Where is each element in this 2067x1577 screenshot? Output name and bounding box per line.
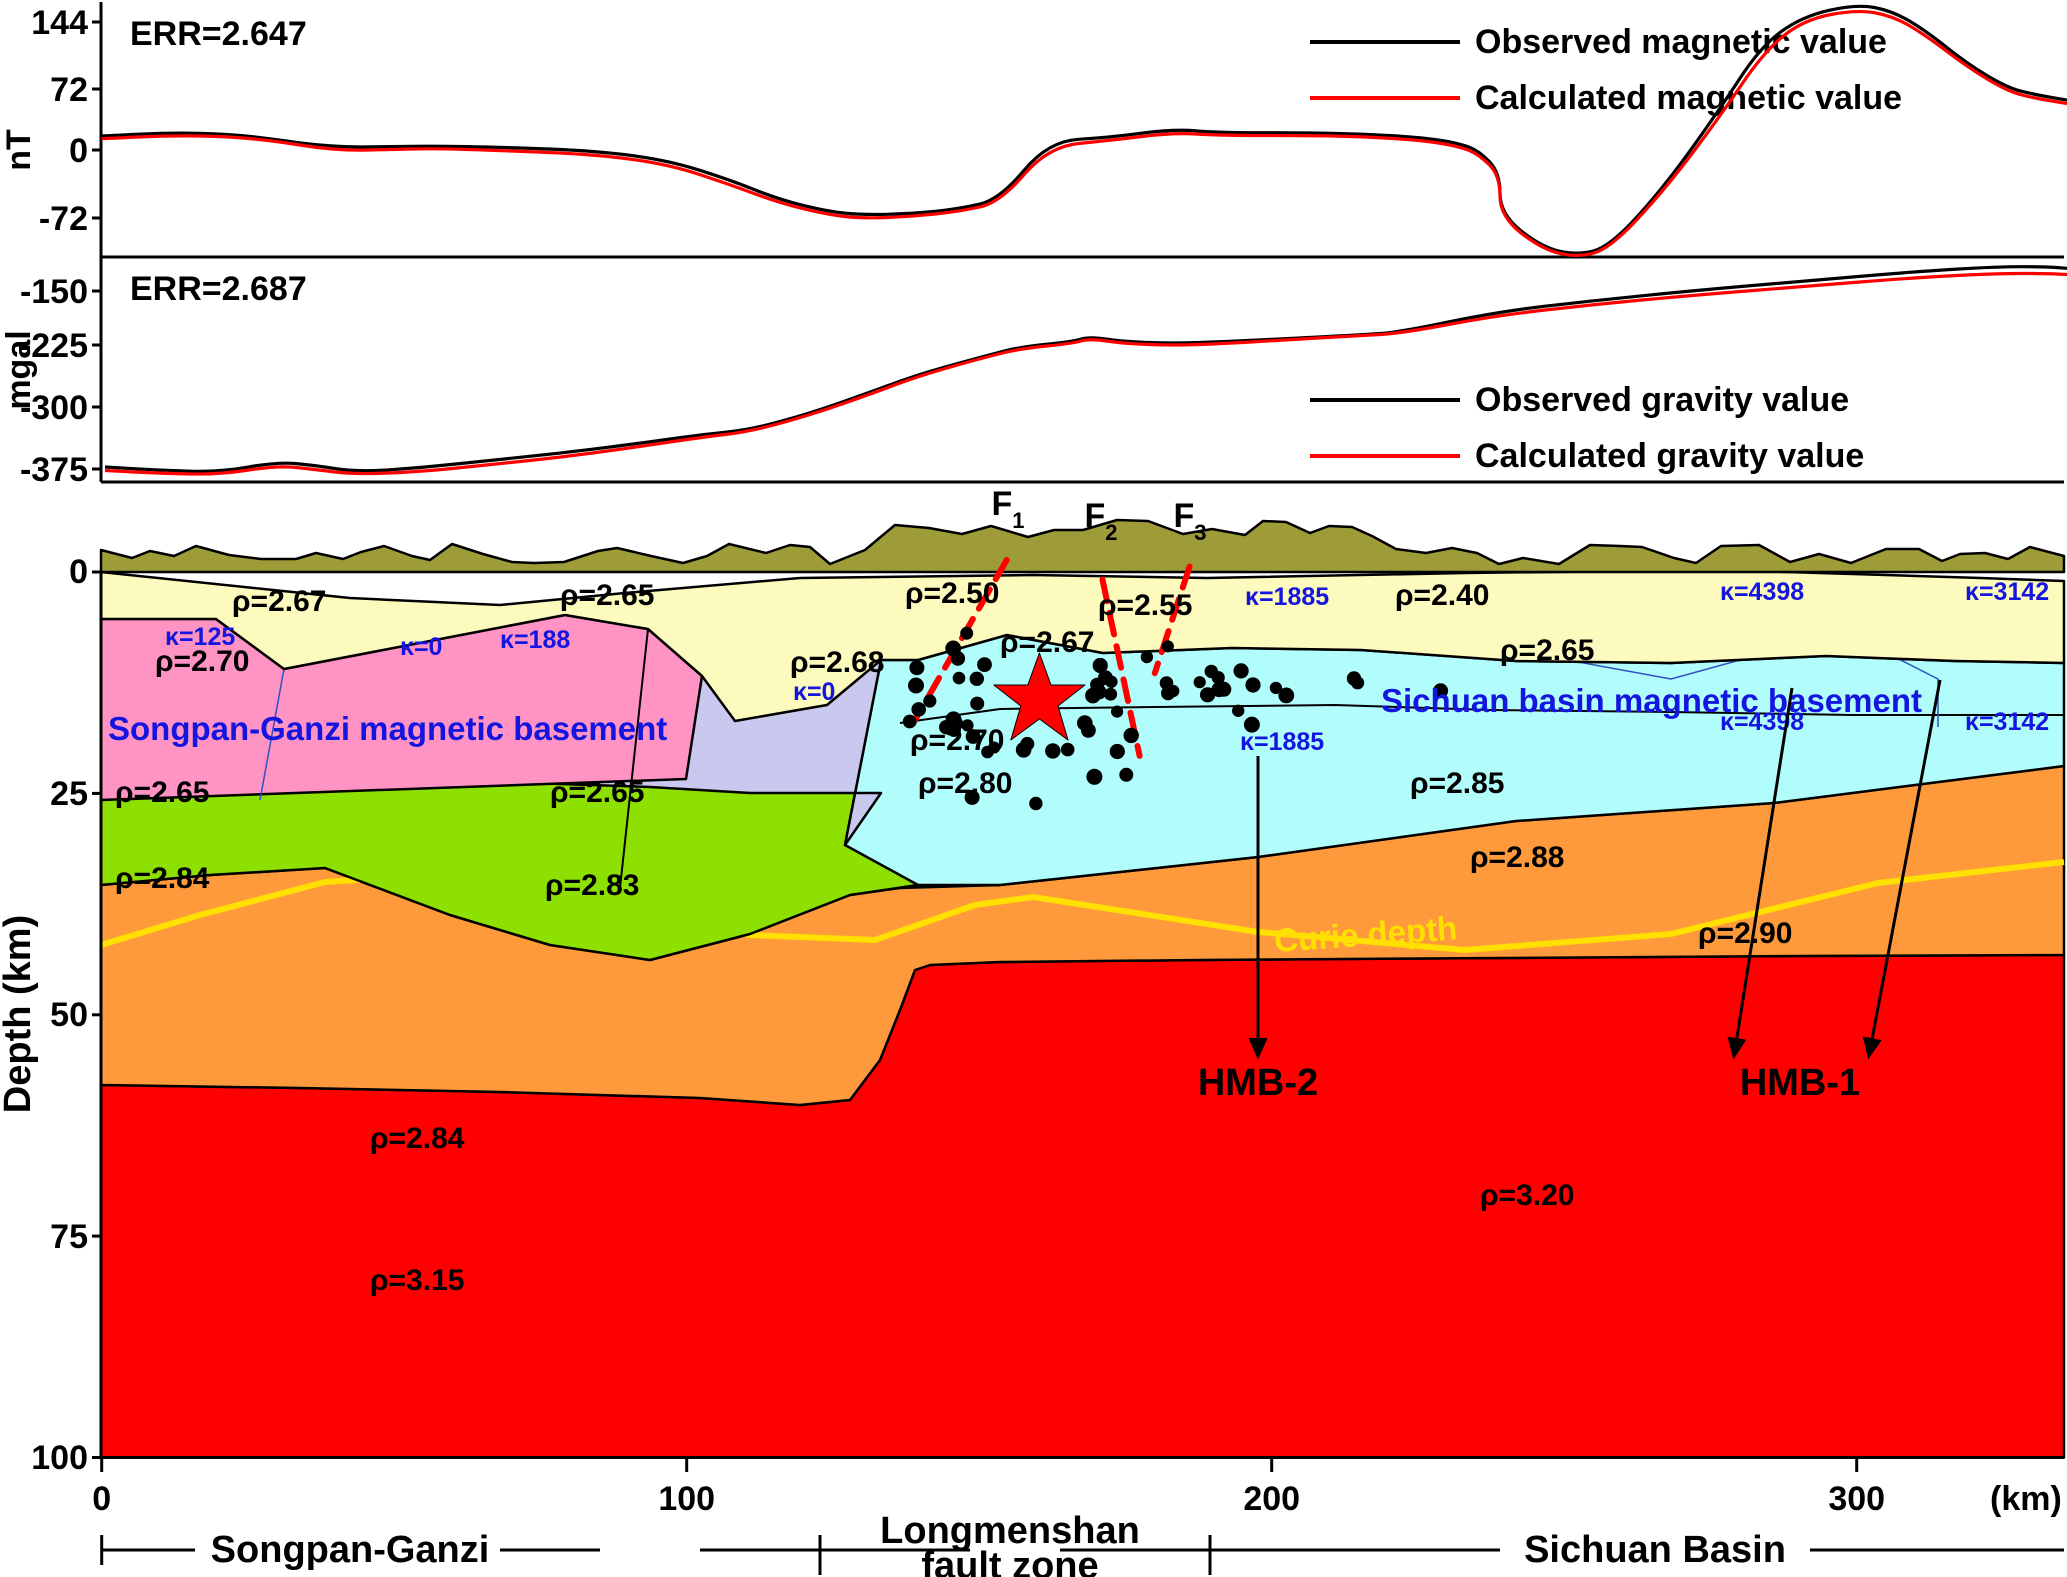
svg-text:ρ=2.65: ρ=2.65 [1500, 634, 1594, 667]
svg-text:fault zone: fault zone [921, 1545, 1098, 1577]
svg-text:72: 72 [50, 71, 88, 109]
svg-text:-375: -375 [20, 451, 88, 489]
svg-text:Sichuan Basin: Sichuan Basin [1524, 1529, 1786, 1571]
svg-text:300: 300 [1828, 1480, 1885, 1518]
svg-text:ρ=2.67: ρ=2.67 [232, 585, 326, 618]
svg-text:Calculated magnetic value: Calculated magnetic value [1475, 79, 1902, 117]
svg-text:-72: -72 [39, 200, 88, 238]
svg-text:ρ=2.65: ρ=2.65 [550, 776, 644, 809]
svg-text:100: 100 [658, 1480, 715, 1518]
svg-text:κ=0: κ=0 [793, 678, 835, 706]
svg-text:100: 100 [31, 1439, 88, 1477]
svg-text:Observed magnetic value: Observed magnetic value [1475, 23, 1887, 61]
svg-text:Observed gravity value: Observed gravity value [1475, 381, 1849, 419]
svg-text:HMB-1: HMB-1 [1740, 1062, 1860, 1104]
svg-text:ρ=2.65: ρ=2.65 [115, 776, 209, 809]
svg-text:κ=0: κ=0 [400, 633, 442, 661]
svg-text:ρ=2.40: ρ=2.40 [1395, 579, 1489, 612]
svg-text:ERR=2.647: ERR=2.647 [130, 15, 307, 53]
svg-text:ρ=2.55: ρ=2.55 [1098, 589, 1192, 622]
svg-text:144: 144 [31, 4, 88, 42]
svg-text:0: 0 [69, 553, 88, 591]
svg-text:ρ=2.68: ρ=2.68 [790, 646, 884, 679]
svg-text:ρ=2.65: ρ=2.65 [560, 579, 654, 612]
svg-text:-150: -150 [20, 273, 88, 311]
svg-text:ρ=2.85: ρ=2.85 [1410, 767, 1504, 800]
svg-text:HMB-2: HMB-2 [1198, 1062, 1318, 1104]
svg-text:ρ=2.70: ρ=2.70 [910, 724, 1004, 757]
svg-text:Songpan-Ganzi: Songpan-Ganzi [211, 1529, 490, 1571]
svg-text:25: 25 [50, 775, 88, 813]
svg-text:Calculated gravity value: Calculated gravity value [1475, 437, 1864, 475]
svg-text:ρ=2.88: ρ=2.88 [1470, 841, 1564, 874]
svg-text:κ=3142: κ=3142 [1965, 578, 2049, 606]
svg-text:κ=4398: κ=4398 [1720, 578, 1804, 606]
svg-text:75: 75 [50, 1218, 88, 1256]
svg-text:ρ=2.80: ρ=2.80 [918, 767, 1012, 800]
svg-text:mgal: mgal [0, 330, 38, 409]
svg-text:nT: nT [0, 129, 38, 171]
svg-text:ρ=2.67: ρ=2.67 [1000, 626, 1094, 659]
svg-text:ρ=3.15: ρ=3.15 [370, 1264, 464, 1297]
svg-text:ERR=2.687: ERR=2.687 [130, 270, 307, 308]
svg-text:Sichuan basin magnetic basemen: Sichuan basin magnetic basement [1381, 682, 1922, 719]
svg-text:Songpan-Ganzi magnetic basemen: Songpan-Ganzi magnetic basement [108, 710, 667, 747]
svg-text:ρ=2.84: ρ=2.84 [370, 1122, 465, 1155]
svg-text:ρ=2.84: ρ=2.84 [115, 862, 210, 895]
svg-text:0: 0 [69, 132, 88, 170]
svg-text:κ=1885: κ=1885 [1245, 583, 1329, 611]
svg-text:κ=188: κ=188 [500, 626, 570, 654]
svg-text:ρ=2.50: ρ=2.50 [905, 577, 999, 610]
svg-text:κ=125: κ=125 [165, 623, 235, 651]
svg-text:ρ=3.20: ρ=3.20 [1480, 1179, 1574, 1212]
svg-text:κ=1885: κ=1885 [1240, 728, 1324, 756]
svg-text:κ=3142: κ=3142 [1965, 708, 2049, 736]
svg-text:ρ=2.83: ρ=2.83 [545, 869, 639, 902]
svg-text:0: 0 [92, 1480, 111, 1518]
svg-text:50: 50 [50, 996, 88, 1034]
svg-text:ρ=2.90: ρ=2.90 [1698, 917, 1792, 950]
svg-text:(km): (km) [1990, 1480, 2062, 1518]
svg-text:200: 200 [1243, 1480, 1300, 1518]
svg-text:Depth (km): Depth (km) [0, 915, 39, 1113]
